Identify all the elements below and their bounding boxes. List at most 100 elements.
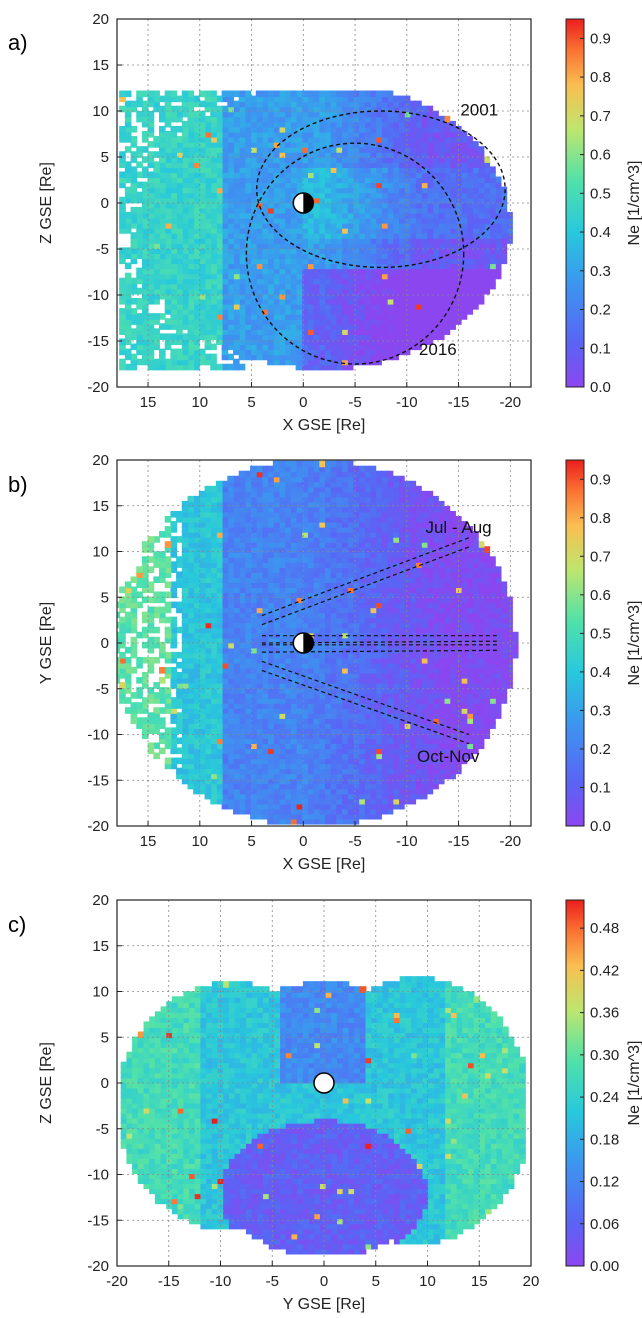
colorbar: 0.0 0.1 0.2 0.3 0.4 0.5 0.6 0.7 0.8 0.9 Ne [1/cm^3… [565,18,642,396]
x-tick-label: 10 [191,833,208,850]
colorbar-label: Ne [1/cm^3] [626,601,642,686]
x-tick-label: 15 [471,1273,488,1290]
y-tick-label: 20 [92,452,109,469]
y-tick-label: 10 [92,984,109,1001]
gridlines [117,459,531,827]
colorbar-tick-label: 0.7 [590,108,611,125]
y-tick-label: 15 [92,938,109,955]
colorbar-tick-label: 0.4 [590,224,611,241]
orbit-line [261,546,470,626]
annotation: Oct-Nov [417,747,480,766]
colorbar-bar [565,459,585,827]
colorbar-tick-label: 0.8 [590,510,611,527]
colorbar-bar [565,18,585,388]
colorbar-label: Ne [1/cm^3] [626,1041,642,1126]
x-tick-label: 0 [320,1273,328,1290]
x-tick-label: -5 [266,1273,279,1290]
y-tick-label: 0 [101,1075,109,1092]
x-tick-label: -5 [348,833,361,850]
y-tick-label: 0 [101,195,109,212]
colorbar-tick-label: 0.18 [590,1131,619,1148]
colorbar-label: Ne [1/cm^3] [626,161,642,246]
orbit-line [261,649,500,653]
x-tick-label: -20 [499,394,521,411]
orbit-line [261,669,470,745]
colorbar-tick-label: 0.4 [590,664,611,681]
colorbar-tick-label: 0.36 [590,1005,619,1022]
colorbar-tick-label: 0.30 [590,1047,619,1064]
y-tick-label: -10 [87,727,109,744]
x-tick-label: 5 [247,833,255,850]
x-axis-label: X GSE [Re] [283,856,366,873]
colorbar-tick-label: 0.6 [590,147,611,164]
y-tick-label: -20 [87,1258,109,1275]
colorbar-tick-label: 0.24 [590,1089,619,1106]
colorbar: 0.0 0.1 0.2 0.3 0.4 0.5 0.6 0.7 0.8 0.9 Ne [1/cm^3… [565,459,642,835]
colorbar-tick-label: 0.12 [590,1174,619,1191]
x-tick-label: 10 [419,1273,436,1290]
colorbar-tick-label: 0.0 [590,818,611,835]
y-tick-label: 10 [92,544,109,561]
x-tick-label: 20 [523,1273,540,1290]
y-tick-label: 10 [92,103,109,120]
y-tick-label: -15 [87,1212,109,1229]
data-region [120,976,526,1255]
colorbar-tick-label: 0.5 [590,625,611,642]
colorbar-tick-label: 0.7 [590,548,611,565]
orbit-line [261,660,470,736]
y-tick-label: -5 [96,241,109,258]
x-axis-label: Y GSE [Re] [283,1296,365,1313]
panel-1: a) 2001 2016 15 10 5 0 -5 -10 -15 -20 -20 -15 -10 -5 0 5… [8,11,642,434]
y-tick-label: -15 [87,772,109,789]
y-axis-label: Z GSE [Re] [38,162,55,244]
colorbar-tick-label: 0.9 [590,471,611,488]
x-tick-label: 15 [140,833,157,850]
y-tick-label: -20 [87,379,109,396]
colorbar-tick-label: 0.48 [590,920,619,937]
y-tick-label: -20 [87,818,109,835]
y-tick-label: 20 [92,11,109,28]
x-tick-label: -20 [499,833,521,850]
orbit-2001 [256,110,506,269]
colorbar-tick-label: 0.1 [590,779,611,796]
orbit-2016 [245,142,465,365]
colorbar-tick-label: 0.0 [590,379,611,396]
y-tick-label: 20 [92,892,109,909]
colorbar-tick-label: 0.00 [590,1258,619,1275]
panel-label: b) [8,472,28,497]
x-tick-label: 15 [140,394,157,411]
colorbar-tick-label: 0.3 [590,263,611,280]
annotation: Jul - Aug [425,518,491,537]
earth-marker [292,632,315,654]
colorbar-tick-label: 0.42 [590,962,619,979]
y-tick-label: -5 [96,681,109,698]
x-tick-label: -15 [448,833,470,850]
x-tick-label: -5 [348,394,361,411]
x-tick-label: -10 [396,833,418,850]
colorbar-bar [565,899,585,1267]
panel-2: b) Jul - Aug Oct-Nov 15 10 5 0 -5 -10 -15 -20 -20 -1… [8,452,642,873]
colorbar-tick-label: 0.1 [590,340,611,357]
colorbar-tick-label: 0.3 [590,702,611,719]
orbit-line [261,537,470,617]
y-tick-label: -10 [87,1167,109,1184]
y-tick-label: -5 [96,1121,109,1138]
x-tick-label: 5 [247,394,255,411]
y-tick-label: 0 [101,635,109,652]
colorbar-tick-label: 0.2 [590,741,611,758]
x-tick-label: 5 [372,1273,380,1290]
y-tick-label: 15 [92,57,109,74]
colorbar-tick-label: 0.06 [590,1216,619,1233]
x-tick-label: -15 [448,394,470,411]
y-axis-label: Z GSE [Re] [38,1042,55,1124]
y-tick-label: 5 [101,1029,109,1046]
earth-marker [292,192,315,214]
orbit-line [261,640,500,644]
y-tick-label: -10 [87,287,109,304]
colorbar-tick-label: 0.5 [590,185,611,202]
x-tick-label: 10 [191,394,208,411]
x-tick-label: -10 [210,1273,232,1290]
panel-label: a) [8,30,28,55]
panel-label: c) [8,912,26,937]
